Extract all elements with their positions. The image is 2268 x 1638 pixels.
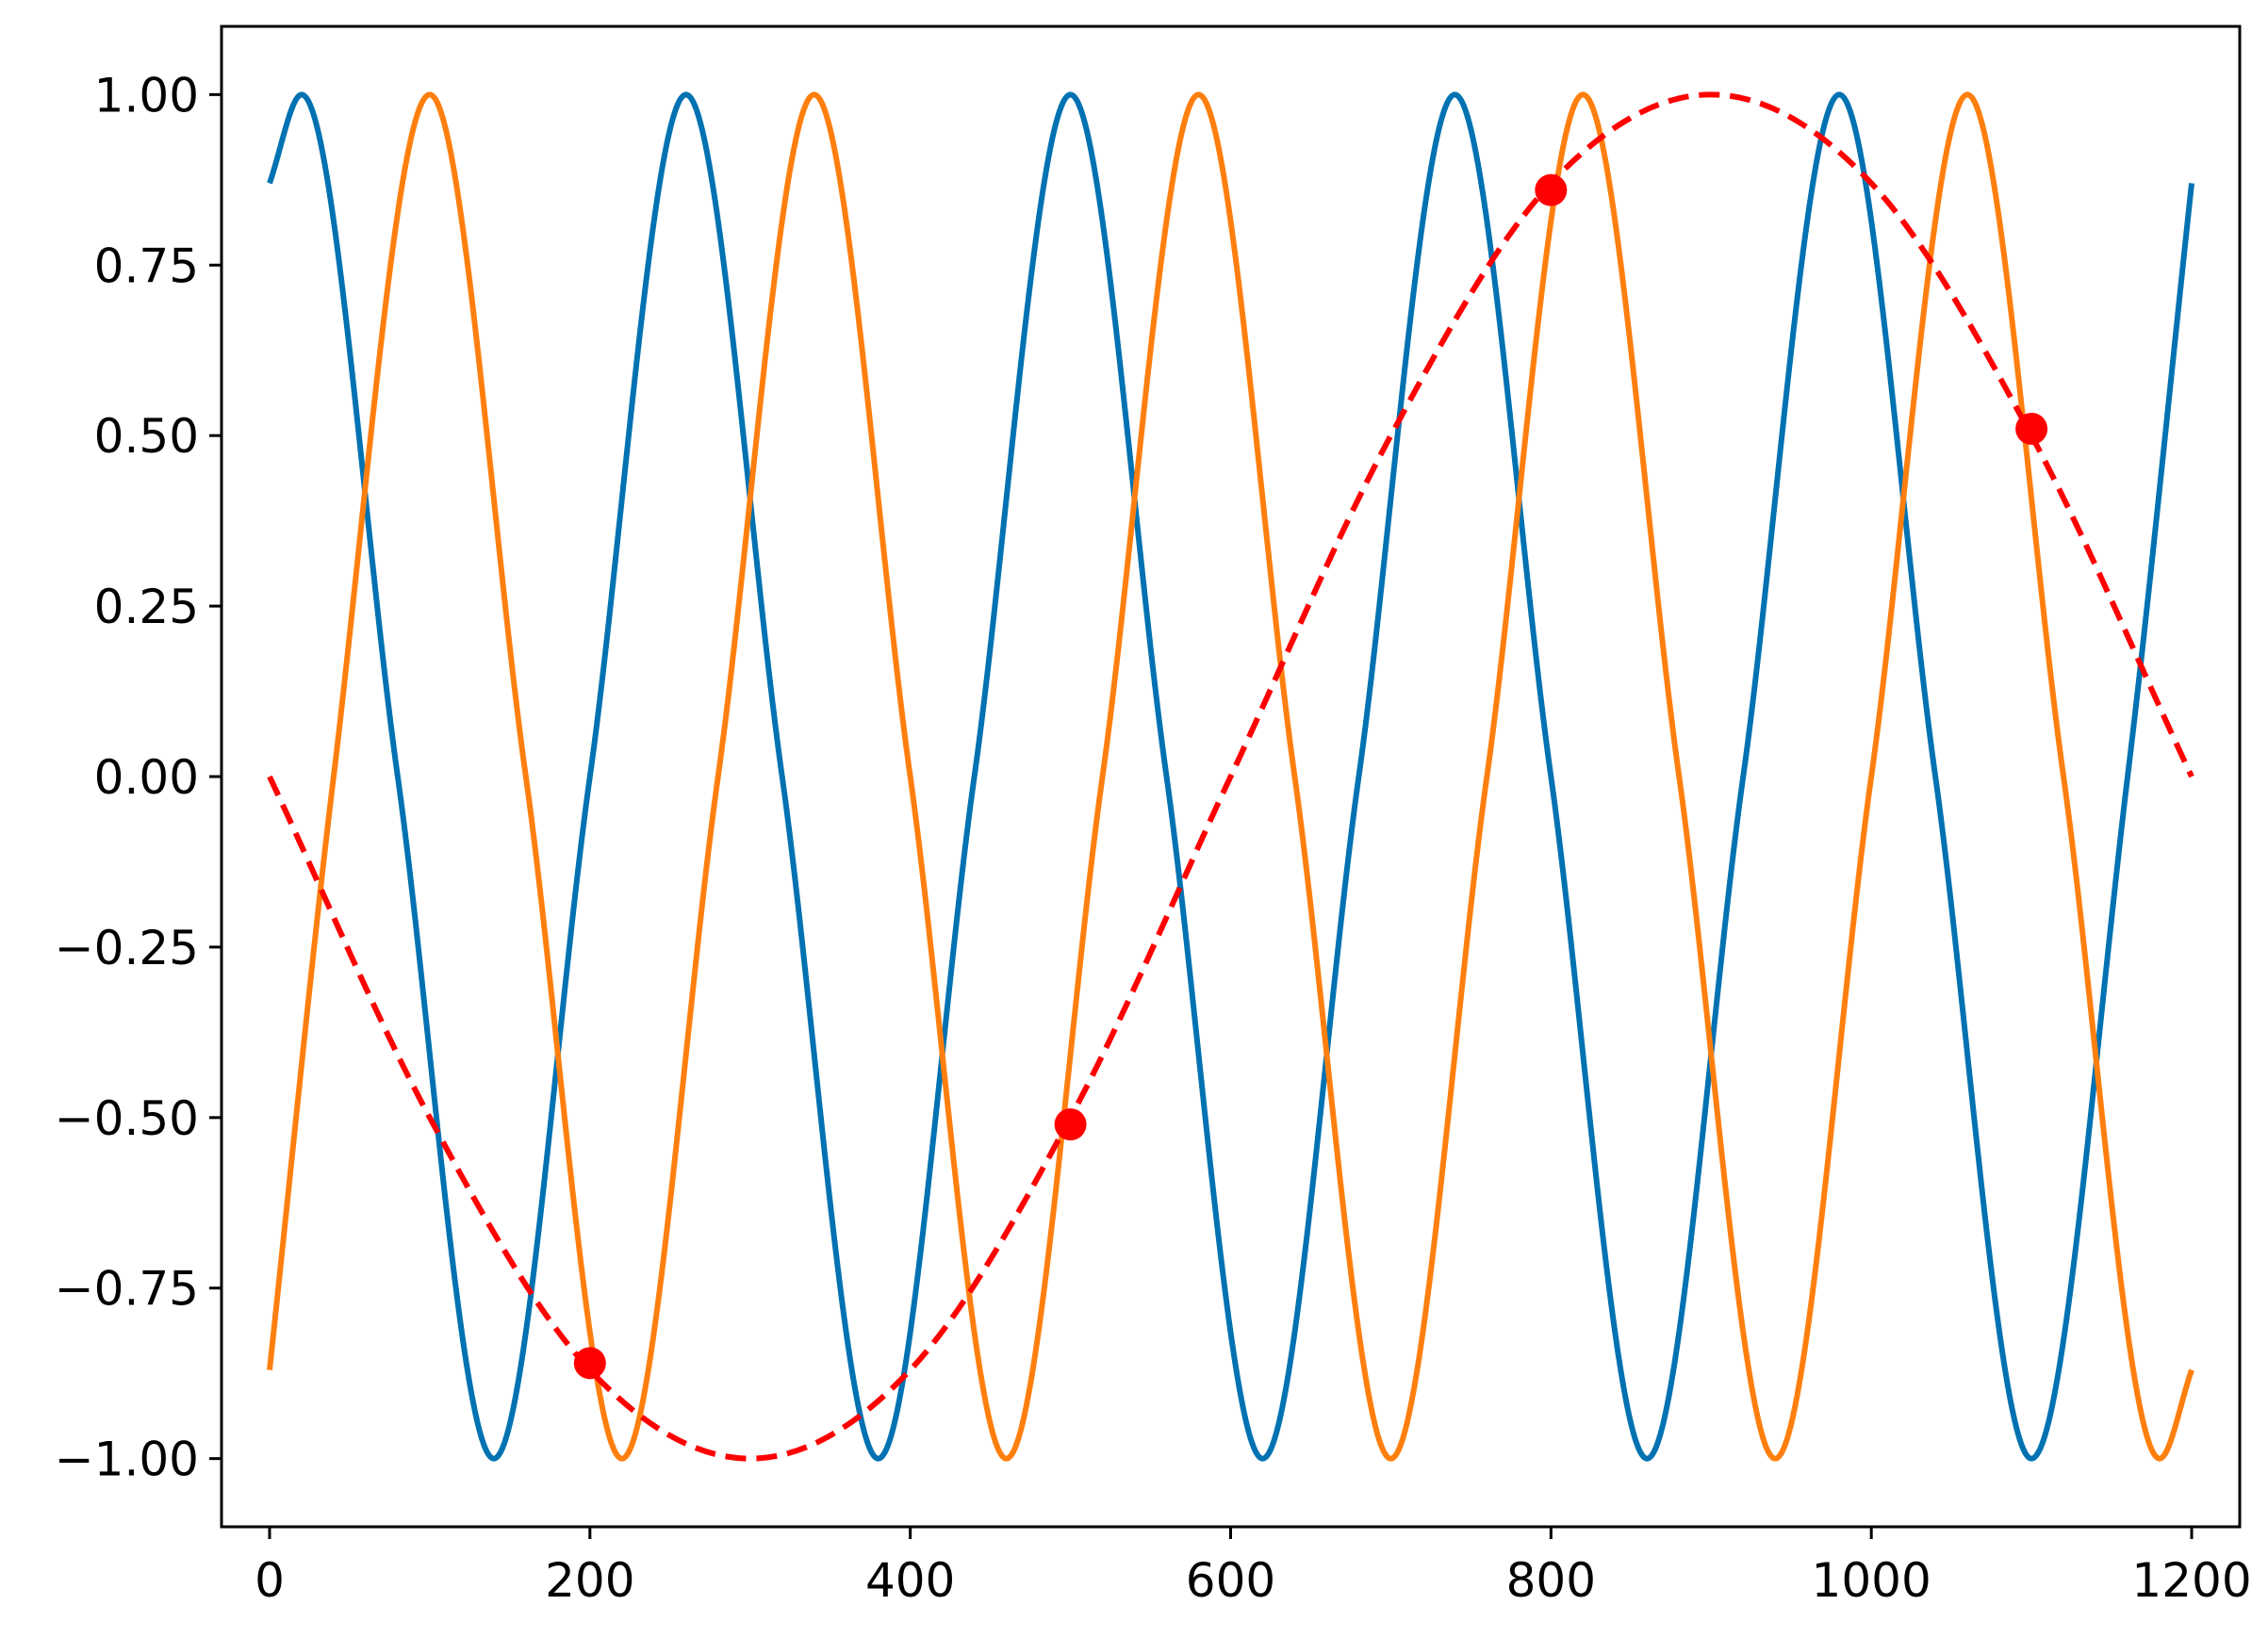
- y-tick-label: −0.75: [55, 1262, 199, 1317]
- series-2-line: [266, 91, 2194, 1462]
- x-tick-label: 800: [1506, 1553, 1596, 1608]
- marker-layer: [573, 173, 2048, 1380]
- x-tick-label: 200: [545, 1553, 634, 1608]
- x-tick-label: 1000: [1812, 1553, 1931, 1608]
- y-tick-label: 0.00: [94, 750, 199, 805]
- y-tick-label: −1.00: [55, 1433, 199, 1487]
- marker-point: [573, 1347, 606, 1380]
- x-tick-label: 0: [255, 1553, 285, 1608]
- series-1-line: [267, 91, 2195, 1462]
- y-tick-label: 0.50: [94, 409, 199, 464]
- y-axis: 1.00 0.75 0.50 0.25 0.00 −0.25 −0.50 −0.75 −1.00: [55, 68, 222, 1487]
- y-tick-label: 0.25: [94, 580, 199, 634]
- x-tick-label: 1200: [2131, 1553, 2251, 1608]
- x-axis: 0 200 400 600 800 1000 1200: [255, 1527, 2252, 1608]
- y-tick-label: 0.75: [94, 238, 199, 293]
- y-tick-label: −0.25: [55, 921, 199, 975]
- marker-point: [2015, 412, 2048, 445]
- y-tick-label: 1.00: [94, 68, 199, 123]
- y-tick-label: −0.50: [55, 1091, 199, 1146]
- x-tick-label: 600: [1186, 1553, 1275, 1608]
- x-tick-label: 400: [865, 1553, 955, 1608]
- series-layer: [266, 91, 2195, 1462]
- series-3-dashed-line: [267, 91, 2194, 1462]
- marker-point: [1535, 173, 1568, 206]
- marker-point: [1054, 1108, 1087, 1141]
